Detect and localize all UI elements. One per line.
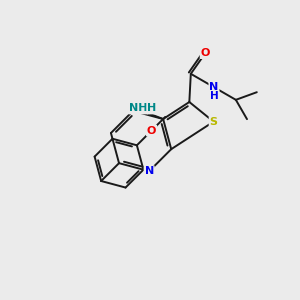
Text: H: H	[210, 91, 218, 101]
Text: N: N	[209, 82, 219, 92]
Text: O: O	[201, 48, 210, 58]
Text: H: H	[147, 103, 157, 113]
Text: S: S	[210, 117, 218, 127]
Text: N: N	[145, 166, 154, 176]
Text: NH: NH	[129, 103, 147, 113]
Text: O: O	[147, 126, 156, 136]
